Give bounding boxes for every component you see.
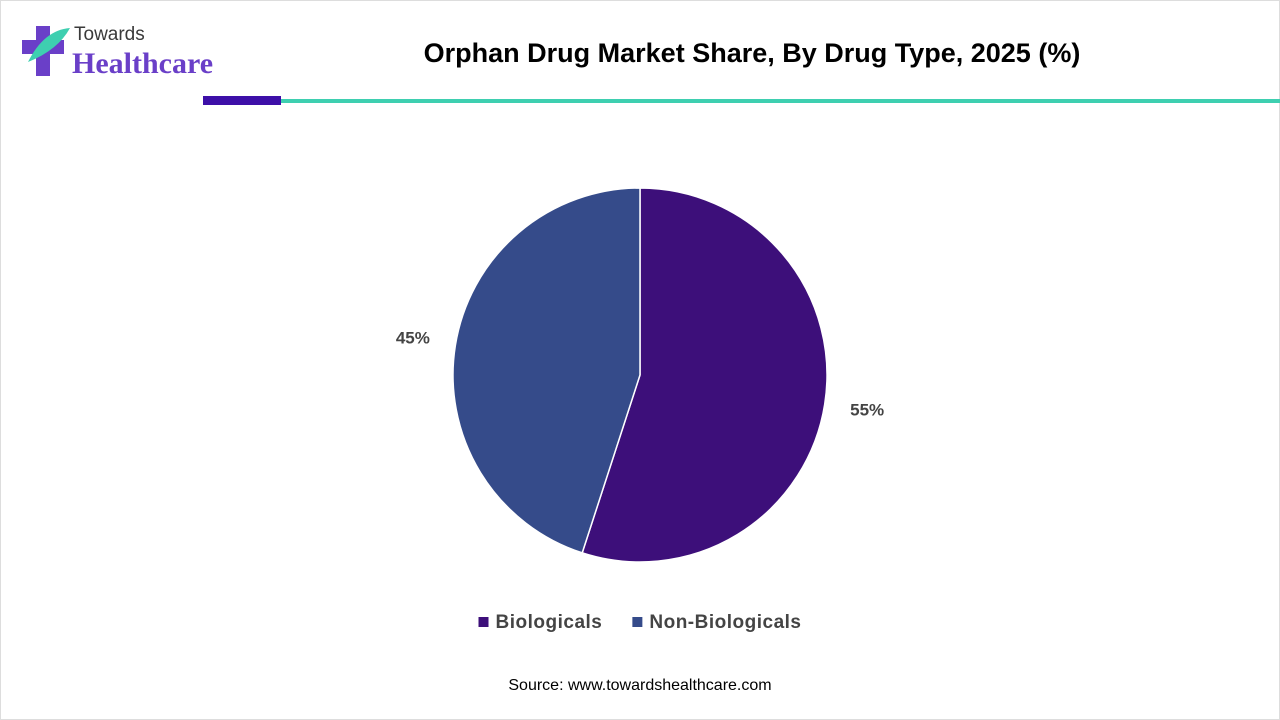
logo-leaf — [28, 28, 70, 62]
legend-swatch — [478, 617, 489, 627]
chart-title: Orphan Drug Market Share, By Drug Type, … — [424, 38, 1081, 68]
logo: Towards Healthcare — [22, 24, 213, 80]
pie: 55% 45% — [396, 187, 884, 563]
legend-label: Biologicals — [496, 612, 603, 633]
data-label: 45% — [396, 329, 430, 348]
header-accent — [203, 96, 281, 105]
logo-top: Towards — [74, 24, 145, 45]
data-label: 55% — [850, 400, 884, 419]
legend: Biologicals Non-Biologicals — [478, 612, 801, 633]
header-rule — [281, 99, 1280, 103]
legend-swatch — [632, 617, 643, 627]
logo-bottom: Healthcare — [72, 47, 213, 80]
legend-label: Non-Biologicals — [649, 612, 801, 633]
source: Source: www.towardshealthcare.com — [508, 677, 771, 694]
pie-slice — [452, 187, 641, 554]
pie-slice — [581, 187, 828, 563]
